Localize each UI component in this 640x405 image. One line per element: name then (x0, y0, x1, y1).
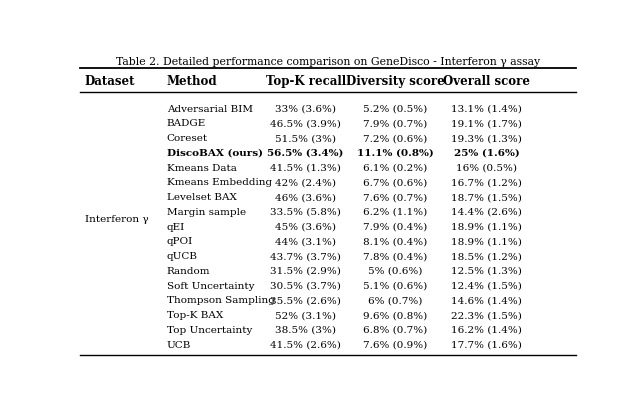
Text: BADGE: BADGE (167, 119, 206, 128)
Text: 18.5% (1.2%): 18.5% (1.2%) (451, 252, 522, 260)
Text: 46% (3.6%): 46% (3.6%) (275, 193, 336, 202)
Text: 30.5% (3.7%): 30.5% (3.7%) (270, 281, 341, 290)
Text: Levelset BAX: Levelset BAX (167, 193, 237, 202)
Text: 7.9% (0.4%): 7.9% (0.4%) (363, 222, 427, 231)
Text: Margin sample: Margin sample (167, 207, 246, 216)
Text: Diversity score: Diversity score (346, 75, 444, 88)
Text: Coreset: Coreset (167, 134, 208, 143)
Text: 6.2% (1.1%): 6.2% (1.1%) (363, 207, 427, 216)
Text: UCB: UCB (167, 340, 191, 349)
Text: 6.1% (0.2%): 6.1% (0.2%) (363, 163, 427, 172)
Text: 7.6% (0.7%): 7.6% (0.7%) (363, 193, 427, 202)
Text: Overall score: Overall score (444, 75, 530, 88)
Text: 22.3% (1.5%): 22.3% (1.5%) (451, 311, 522, 320)
Text: 18.9% (1.1%): 18.9% (1.1%) (451, 237, 522, 246)
Text: 17.7% (1.6%): 17.7% (1.6%) (451, 340, 522, 349)
Text: 56.5% (3.4%): 56.5% (3.4%) (268, 149, 344, 158)
Text: 46.5% (3.9%): 46.5% (3.9%) (270, 119, 341, 128)
Text: 45% (3.6%): 45% (3.6%) (275, 222, 336, 231)
Text: 38.5% (3%): 38.5% (3%) (275, 325, 336, 334)
Text: 18.7% (1.5%): 18.7% (1.5%) (451, 193, 522, 202)
Text: 16.2% (1.4%): 16.2% (1.4%) (451, 325, 522, 334)
Text: 11.1% (0.8%): 11.1% (0.8%) (356, 149, 433, 158)
Text: Kmeans Data: Kmeans Data (167, 163, 237, 172)
Text: 12.4% (1.5%): 12.4% (1.5%) (451, 281, 522, 290)
Text: Top-K BAX: Top-K BAX (167, 311, 223, 320)
Text: 41.5% (1.3%): 41.5% (1.3%) (270, 163, 341, 172)
Text: DiscoBAX (ours): DiscoBAX (ours) (167, 149, 263, 158)
Text: Random: Random (167, 266, 211, 275)
Text: Kmeans Embedding: Kmeans Embedding (167, 178, 272, 187)
Text: 7.9% (0.7%): 7.9% (0.7%) (363, 119, 427, 128)
Text: Soft Uncertainty: Soft Uncertainty (167, 281, 254, 290)
Text: 14.6% (1.4%): 14.6% (1.4%) (451, 296, 522, 305)
Text: 44% (3.1%): 44% (3.1%) (275, 237, 336, 246)
Text: Top Uncertainty: Top Uncertainty (167, 325, 252, 334)
Text: Adversarial BIM: Adversarial BIM (167, 104, 253, 113)
Text: Thompson Sampling: Thompson Sampling (167, 296, 275, 305)
Text: 25% (1.6%): 25% (1.6%) (454, 149, 520, 158)
Text: Interferon γ: Interferon γ (85, 215, 148, 224)
Text: Dataset: Dataset (85, 75, 136, 88)
Text: 7.2% (0.6%): 7.2% (0.6%) (363, 134, 427, 143)
Text: 6.8% (0.7%): 6.8% (0.7%) (363, 325, 427, 334)
Text: 7.6% (0.9%): 7.6% (0.9%) (363, 340, 427, 349)
Text: 16.7% (1.2%): 16.7% (1.2%) (451, 178, 522, 187)
Text: 6% (0.7%): 6% (0.7%) (368, 296, 422, 305)
Text: 43.7% (3.7%): 43.7% (3.7%) (270, 252, 341, 260)
Text: Method: Method (167, 75, 218, 88)
Text: 5% (0.6%): 5% (0.6%) (368, 266, 422, 275)
Text: Table 2. Detailed performance comparison on GeneDisco - Interferon γ assay: Table 2. Detailed performance comparison… (116, 56, 540, 66)
Text: 19.3% (1.3%): 19.3% (1.3%) (451, 134, 522, 143)
Text: 6.7% (0.6%): 6.7% (0.6%) (363, 178, 427, 187)
Text: 8.1% (0.4%): 8.1% (0.4%) (363, 237, 427, 246)
Text: 42% (2.4%): 42% (2.4%) (275, 178, 336, 187)
Text: 31.5% (2.9%): 31.5% (2.9%) (270, 266, 341, 275)
Text: 33% (3.6%): 33% (3.6%) (275, 104, 336, 113)
Text: 35.5% (2.6%): 35.5% (2.6%) (270, 296, 341, 305)
Text: 7.8% (0.4%): 7.8% (0.4%) (363, 252, 427, 260)
Text: 33.5% (5.8%): 33.5% (5.8%) (270, 207, 341, 216)
Text: qEI: qEI (167, 222, 185, 231)
Text: Top-K recall: Top-K recall (266, 75, 346, 88)
Text: 5.2% (0.5%): 5.2% (0.5%) (363, 104, 427, 113)
Text: 18.9% (1.1%): 18.9% (1.1%) (451, 222, 522, 231)
Text: 9.6% (0.8%): 9.6% (0.8%) (363, 311, 427, 320)
Text: 52% (3.1%): 52% (3.1%) (275, 311, 336, 320)
Text: 16% (0.5%): 16% (0.5%) (456, 163, 517, 172)
Text: 12.5% (1.3%): 12.5% (1.3%) (451, 266, 522, 275)
Text: qUCB: qUCB (167, 252, 198, 260)
Text: 14.4% (2.6%): 14.4% (2.6%) (451, 207, 522, 216)
Text: qPOI: qPOI (167, 237, 193, 246)
Text: 51.5% (3%): 51.5% (3%) (275, 134, 336, 143)
Text: 13.1% (1.4%): 13.1% (1.4%) (451, 104, 522, 113)
Text: 19.1% (1.7%): 19.1% (1.7%) (451, 119, 522, 128)
Text: 41.5% (2.6%): 41.5% (2.6%) (270, 340, 341, 349)
Text: 5.1% (0.6%): 5.1% (0.6%) (363, 281, 427, 290)
